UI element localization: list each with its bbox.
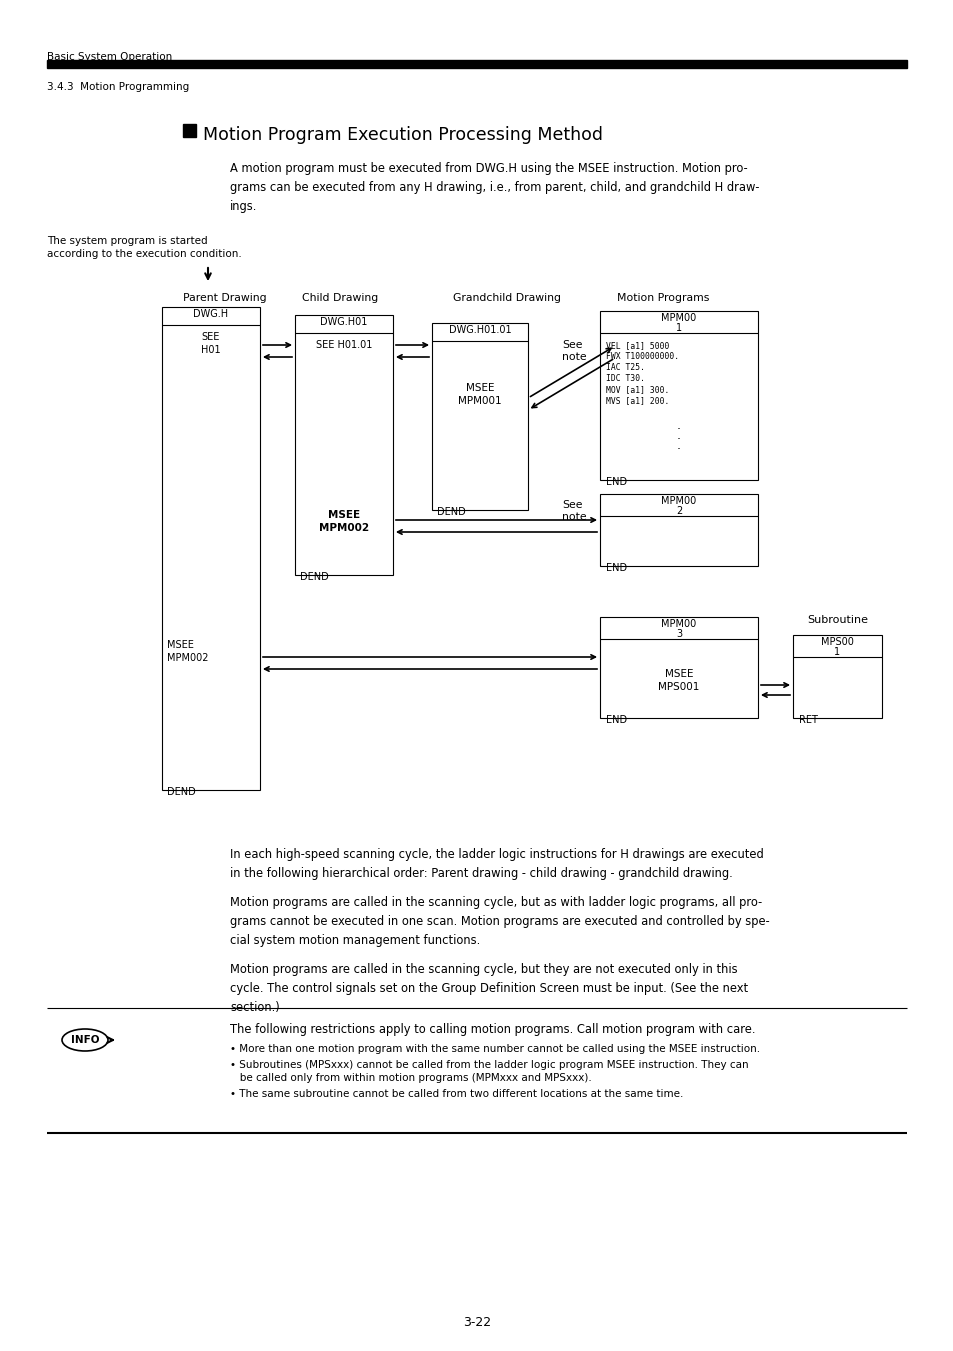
Text: 3: 3 (676, 630, 681, 639)
Text: MPS00: MPS00 (821, 638, 853, 647)
Bar (599, 617, 758, 717)
Text: DEND: DEND (299, 571, 329, 582)
Text: MPM002: MPM002 (318, 523, 369, 534)
Text: according to the execution condition.: according to the execution condition. (47, 249, 241, 259)
Bar (599, 311, 758, 480)
Text: SEE H01.01: SEE H01.01 (315, 340, 372, 350)
Text: • The same subroutine cannot be called from two different locations at the same : • The same subroutine cannot be called f… (230, 1089, 682, 1098)
Text: See: See (561, 340, 582, 350)
Text: 1: 1 (834, 647, 840, 657)
Text: 3-22: 3-22 (462, 1316, 491, 1329)
Text: END: END (605, 563, 626, 573)
Text: END: END (605, 715, 626, 725)
Text: The system program is started: The system program is started (47, 236, 208, 246)
Bar (162, 307, 260, 790)
Text: note: note (561, 512, 586, 521)
Text: .: . (677, 419, 680, 432)
Text: MPM00: MPM00 (660, 619, 696, 630)
Text: Motion programs are called in the scanning cycle, but as with ladder logic progr: Motion programs are called in the scanni… (230, 896, 761, 909)
Text: be called only from within motion programs (MPMxxx and MPSxxx).: be called only from within motion progra… (230, 1073, 591, 1084)
Text: INFO: INFO (71, 1035, 99, 1046)
Text: 2: 2 (675, 507, 681, 516)
Text: note: note (561, 353, 586, 362)
Text: A motion program must be executed from DWG.H using the MSEE instruction. Motion : A motion program must be executed from D… (230, 162, 747, 176)
Text: VEL [a1] 5000: VEL [a1] 5000 (605, 340, 669, 350)
Text: cycle. The control signals set on the Group Definition Screen must be input. (Se: cycle. The control signals set on the Gr… (230, 982, 747, 994)
Text: MSEE: MSEE (465, 382, 494, 393)
Text: MPM00: MPM00 (660, 313, 696, 323)
Text: Motion Programs: Motion Programs (617, 293, 709, 303)
Text: DWG.H01: DWG.H01 (320, 317, 367, 327)
Text: DEND: DEND (167, 788, 195, 797)
Bar (599, 494, 758, 566)
Text: Parent Drawing: Parent Drawing (183, 293, 266, 303)
Text: MPS001: MPS001 (658, 682, 699, 692)
Text: • Subroutines (MPSxxx) cannot be called from the ladder logic program MSEE instr: • Subroutines (MPSxxx) cannot be called … (230, 1061, 748, 1070)
Text: MOV [a1] 300.: MOV [a1] 300. (605, 385, 669, 394)
Text: section.): section.) (230, 1001, 279, 1015)
Bar (294, 315, 393, 576)
Text: DEND: DEND (436, 507, 465, 517)
Text: The following restrictions apply to calling motion programs. Call motion program: The following restrictions apply to call… (230, 1023, 755, 1036)
Text: 3.4.3  Motion Programming: 3.4.3 Motion Programming (47, 82, 189, 92)
Text: MSEE: MSEE (664, 669, 693, 680)
Text: FWX T100000000.: FWX T100000000. (605, 353, 679, 361)
Text: Grandchild Drawing: Grandchild Drawing (453, 293, 560, 303)
Text: 1: 1 (676, 323, 681, 332)
Text: Subroutine: Subroutine (806, 615, 867, 626)
Text: cial system motion management functions.: cial system motion management functions. (230, 934, 479, 947)
Bar (183, 124, 195, 136)
Bar (47, 59, 906, 68)
Text: DWG.H: DWG.H (193, 309, 229, 319)
Text: • More than one motion program with the same number cannot be called using the M: • More than one motion program with the … (230, 1044, 760, 1054)
Text: Motion programs are called in the scanning cycle, but they are not executed only: Motion programs are called in the scanni… (230, 963, 737, 975)
Text: MPM00: MPM00 (660, 496, 696, 507)
Text: Child Drawing: Child Drawing (302, 293, 377, 303)
Text: MSEE: MSEE (328, 509, 359, 520)
Text: MPM002: MPM002 (167, 653, 209, 663)
Text: SEE: SEE (202, 332, 220, 342)
Text: MSEE: MSEE (167, 640, 193, 650)
Text: In each high-speed scanning cycle, the ladder logic instructions for H drawings : In each high-speed scanning cycle, the l… (230, 848, 763, 861)
Text: .: . (677, 430, 680, 442)
Text: IDC T30.: IDC T30. (605, 374, 644, 382)
Text: END: END (605, 477, 626, 486)
Text: ings.: ings. (230, 200, 257, 213)
Text: in the following hierarchical order: Parent drawing - child drawing - grandchild: in the following hierarchical order: Par… (230, 867, 732, 880)
Text: H01: H01 (201, 345, 220, 355)
Bar (432, 323, 527, 509)
Bar (792, 635, 882, 717)
Text: See: See (561, 500, 582, 509)
Text: .: . (677, 439, 680, 453)
Text: grams cannot be executed in one scan. Motion programs are executed and controlle: grams cannot be executed in one scan. Mo… (230, 915, 769, 928)
Text: Motion Program Execution Processing Method: Motion Program Execution Processing Meth… (203, 126, 602, 145)
Text: RET: RET (799, 715, 817, 725)
Text: DWG.H01.01: DWG.H01.01 (448, 326, 511, 335)
Text: MVS [a1] 200.: MVS [a1] 200. (605, 396, 669, 405)
Text: IAC T25.: IAC T25. (605, 363, 644, 372)
Text: Basic System Operation: Basic System Operation (47, 51, 172, 62)
Text: grams can be executed from any H drawing, i.e., from parent, child, and grandchi: grams can be executed from any H drawing… (230, 181, 759, 195)
Text: MPM001: MPM001 (457, 396, 501, 407)
Ellipse shape (62, 1029, 108, 1051)
